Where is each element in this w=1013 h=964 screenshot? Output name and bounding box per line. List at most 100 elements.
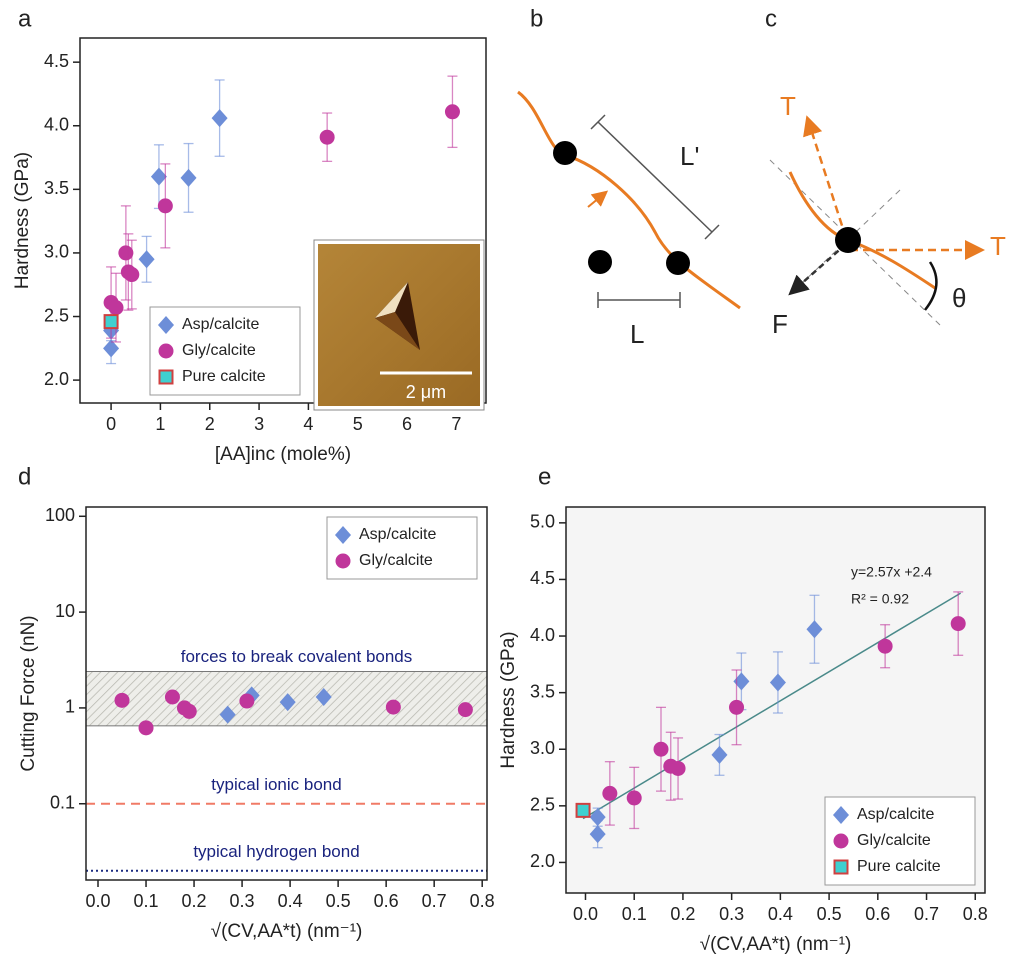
point [806, 620, 823, 639]
legend-marker [158, 343, 174, 359]
point [769, 673, 786, 692]
y-axis-label: Hardness (GPa) [498, 631, 519, 768]
dimension-cap [590, 114, 606, 130]
diagram-label: L [630, 319, 644, 349]
point [181, 703, 197, 719]
point [319, 129, 335, 145]
x-axis-label: [AA]inc (mole%) [215, 444, 351, 465]
point [626, 790, 642, 806]
y-tick-label: 1 [65, 697, 75, 717]
point [653, 741, 669, 757]
axes-frame [85, 506, 488, 881]
diagram-label: L' [680, 141, 699, 171]
x-tick-label: 3 [254, 414, 264, 434]
diagram-label: θ [952, 283, 966, 313]
y-tick-label: 5.0 [530, 512, 555, 532]
point [108, 300, 124, 316]
band-label: forces to break covalent bonds [181, 647, 413, 666]
point [457, 702, 473, 718]
point [589, 825, 606, 844]
panel-label: d [18, 463, 31, 490]
y-tick-label: 100 [45, 505, 75, 525]
x-tick-label: 0.5 [817, 904, 842, 924]
legend-label: Pure calcite [182, 368, 266, 385]
x-tick-label: 0.3 [230, 891, 255, 911]
legend-marker [833, 806, 849, 824]
x-tick-label: 5 [353, 414, 363, 434]
point [138, 250, 155, 269]
force-arrow [788, 243, 847, 296]
x-tick-label: 0.2 [670, 904, 695, 924]
legend-marker [158, 369, 174, 385]
panel-label: c [765, 5, 777, 32]
y-tick-label: 10 [55, 601, 75, 621]
x-tick-label: 0.4 [768, 904, 793, 924]
point [157, 198, 173, 214]
y-tick-label: 0.1 [50, 792, 75, 812]
point [114, 692, 130, 708]
reference-label: typical ionic bond [211, 775, 341, 794]
annotation: R² = 0.92 [851, 591, 909, 607]
diagram-label: T [990, 231, 1006, 261]
x-tick-label: 0.0 [573, 904, 598, 924]
y-tick-label: 2.5 [44, 305, 69, 325]
x-tick-label: 0.8 [470, 891, 495, 911]
point [164, 689, 180, 705]
panel-label: b [530, 5, 543, 32]
y-axis-label: Cutting Force (nN) [18, 615, 39, 771]
reference-label: typical hydrogen bond [193, 842, 359, 861]
obstacle [588, 250, 612, 274]
y-tick-label: 2.0 [530, 851, 555, 871]
axes-frame [79, 37, 487, 404]
obstacle [553, 141, 577, 165]
x-tick-label: 0.1 [134, 891, 159, 911]
y-tick-label: 3.5 [44, 178, 69, 198]
diagram-b: L' L [517, 90, 741, 349]
point [589, 808, 606, 827]
x-tick-label: 1 [155, 414, 165, 434]
point [180, 168, 197, 187]
point [315, 688, 332, 707]
point [670, 760, 686, 776]
point [711, 745, 728, 764]
x-tick-label: 2 [205, 414, 215, 434]
diagram-c: T T F θ [769, 91, 1006, 339]
point [733, 672, 750, 691]
x-tick-label: 0.4 [278, 891, 303, 911]
x-tick-label: 0.6 [865, 904, 890, 924]
dislocation-line [517, 90, 741, 310]
legend-label: Asp/calcite [182, 316, 259, 333]
x-axis-label: √(CV,AA*t) (nm⁻¹) [211, 921, 363, 942]
x-tick-label: 4 [303, 414, 313, 434]
point [118, 245, 134, 261]
point [103, 314, 119, 330]
y-tick-label: 2.0 [44, 369, 69, 389]
point [729, 699, 745, 715]
legend-label: Gly/calcite [857, 832, 931, 849]
fit-line [582, 592, 962, 820]
dislocation-line [788, 171, 936, 290]
scale-label: 2 μm [406, 382, 446, 402]
point [239, 693, 255, 709]
arrow [587, 190, 609, 208]
legend-box [326, 516, 478, 580]
x-tick-label: 0.6 [374, 891, 399, 911]
x-tick-label: 0.7 [914, 904, 939, 924]
point [124, 267, 140, 283]
x-tick-label: 0.8 [963, 904, 988, 924]
y-axis-label: Hardness (GPa) [12, 152, 33, 289]
x-tick-label: 0.1 [622, 904, 647, 924]
point [444, 104, 460, 120]
indent-face [375, 282, 408, 318]
x-axis-label: √(CV,AA*t) (nm⁻¹) [700, 934, 852, 955]
x-tick-label: 0.2 [182, 891, 207, 911]
x-tick-label: 0.3 [719, 904, 744, 924]
diagram-label: T [780, 91, 796, 121]
tension-arrow [803, 115, 848, 239]
obstacle [666, 251, 690, 275]
point [219, 705, 236, 724]
legend-marker [158, 316, 174, 334]
x-tick-label: 0.5 [326, 891, 351, 911]
y-tick-label: 3.0 [44, 242, 69, 262]
